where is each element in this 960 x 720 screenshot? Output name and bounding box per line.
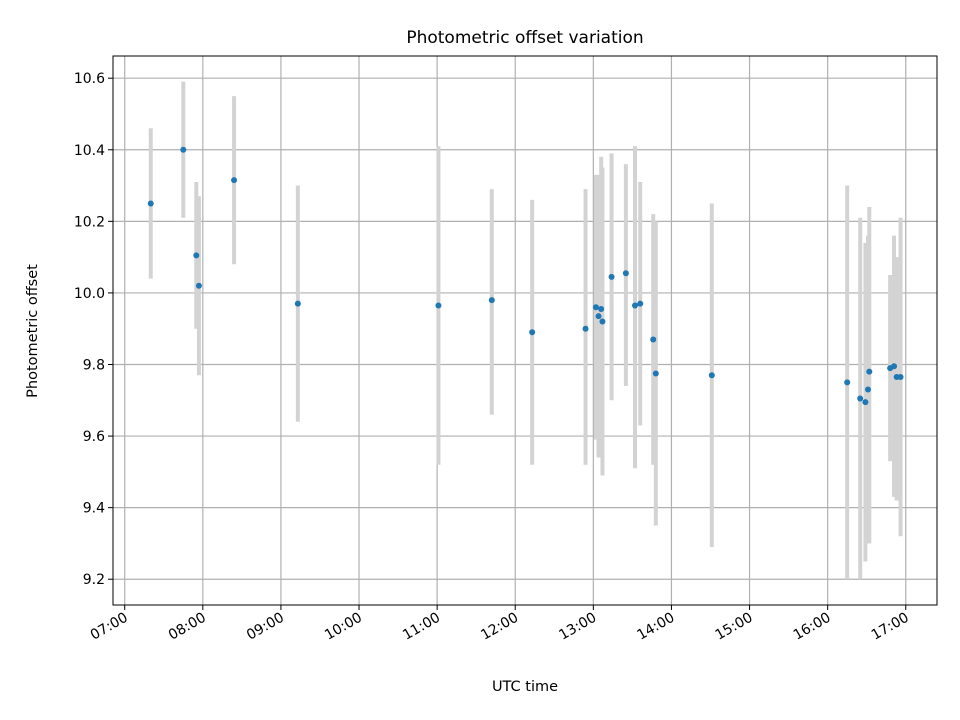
y-tick-label: 9.4 xyxy=(83,501,105,517)
data-point xyxy=(582,325,589,332)
x-axis-label: UTC time xyxy=(492,679,558,695)
data-point xyxy=(231,177,238,184)
y-tick-label: 10.2 xyxy=(74,214,105,230)
chart-title: Photometric offset variation xyxy=(406,28,643,48)
data-point xyxy=(529,329,536,336)
grid xyxy=(113,56,937,605)
data-point xyxy=(488,297,495,304)
y-tick-label: 10.6 xyxy=(74,71,105,87)
data-point xyxy=(195,282,202,289)
data-point xyxy=(708,372,715,379)
data-point xyxy=(294,300,301,307)
y-tick-label: 10.4 xyxy=(74,143,105,159)
data-point xyxy=(897,374,904,381)
data-point xyxy=(865,386,872,393)
data-point xyxy=(631,302,638,309)
data-point xyxy=(866,368,873,375)
y-tick-label: 9.2 xyxy=(83,572,105,588)
data-point xyxy=(598,306,605,313)
plot-frame xyxy=(112,55,938,606)
data-point xyxy=(891,363,898,370)
data-point xyxy=(180,146,187,153)
data-point xyxy=(147,200,154,207)
data-point xyxy=(435,302,442,309)
data-points xyxy=(147,146,904,406)
data-point xyxy=(622,270,629,277)
data-point xyxy=(592,304,599,311)
y-tick-label: 9.6 xyxy=(83,429,105,445)
y-tick-label: 9.8 xyxy=(83,357,105,373)
y-tick-label: 10.0 xyxy=(74,286,105,302)
y-axis-label: Photometric offset xyxy=(25,264,41,398)
data-point xyxy=(608,273,615,280)
data-point xyxy=(857,395,864,402)
data-point xyxy=(595,313,602,320)
data-point xyxy=(650,336,657,343)
data-point xyxy=(862,399,869,406)
data-point xyxy=(599,318,606,325)
data-point xyxy=(844,379,851,386)
data-point xyxy=(637,300,644,307)
y-axis-ticks: 9.2 9.4 9.6 9.8 10.0 10.2 10.4 10.6 xyxy=(74,71,113,588)
data-point xyxy=(193,252,200,259)
data-point xyxy=(652,370,659,377)
